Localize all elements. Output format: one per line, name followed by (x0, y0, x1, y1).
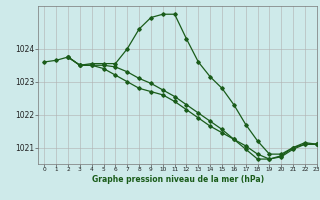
X-axis label: Graphe pression niveau de la mer (hPa): Graphe pression niveau de la mer (hPa) (92, 175, 264, 184)
